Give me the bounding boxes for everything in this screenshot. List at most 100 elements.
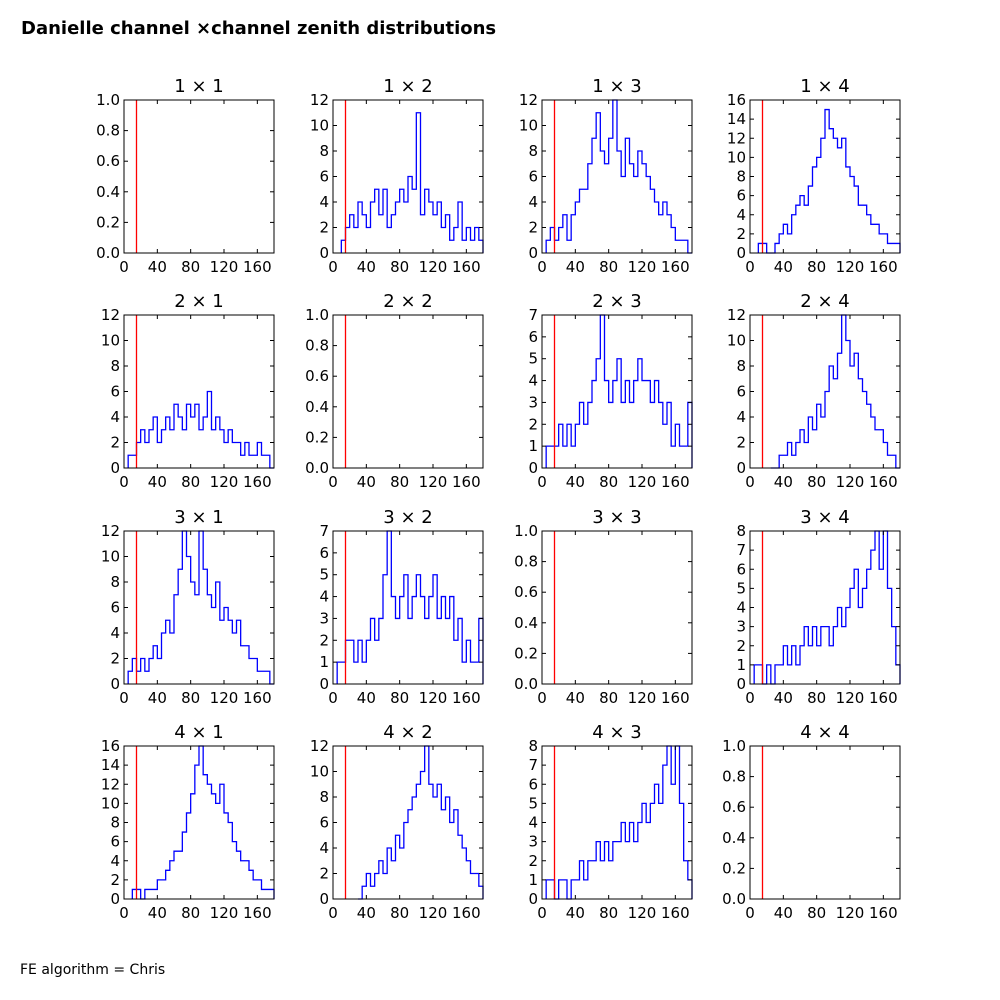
- histogram-bin: [241, 646, 245, 684]
- y-tick-label: 6: [736, 383, 746, 401]
- x-tick-label: 80: [599, 689, 618, 707]
- histogram-bin: [846, 167, 850, 253]
- histogram-series: [770, 314, 900, 469]
- y-tick-label: 1: [736, 656, 746, 674]
- y-tick-label: 0: [736, 244, 746, 262]
- subplot-title: 2 × 1: [174, 291, 223, 312]
- histogram-bin: [838, 148, 842, 253]
- x-tick-label: 80: [599, 473, 618, 491]
- y-tick-label: 5: [528, 350, 538, 368]
- histogram-bin: [203, 775, 207, 899]
- x-tick-label: 80: [599, 904, 618, 922]
- x-tick-label: 160: [452, 258, 481, 276]
- y-tick-label: 0: [736, 675, 746, 693]
- y-tick-label: 1.0: [514, 522, 538, 540]
- x-tick-label: 160: [452, 689, 481, 707]
- histogram-bin: [454, 640, 458, 684]
- histogram-bin: [671, 784, 675, 899]
- y-tick-label: 3: [736, 618, 746, 636]
- y-tick-label: 0: [528, 459, 538, 477]
- x-tick-label: 0: [119, 258, 129, 276]
- axes-frame: [541, 745, 693, 900]
- histogram-bin: [850, 366, 854, 468]
- histogram-bin: [779, 665, 783, 684]
- subplot-7: 2 × 3 0 40 80 120 160 0 1 2 3 4 5 6 7: [528, 291, 693, 491]
- footer-note: FE algorithm = Chris: [20, 962, 166, 978]
- axes-frame: [749, 745, 901, 900]
- x-tick-label: 120: [419, 904, 448, 922]
- histogram-bin: [788, 234, 792, 253]
- histogram-bin: [788, 665, 792, 684]
- y-tick-label: 12: [310, 737, 329, 755]
- histogram-bin: [220, 620, 224, 684]
- x-tick-label: 0: [119, 473, 129, 491]
- y-tick-label: 6: [110, 833, 120, 851]
- axes-frame: [123, 745, 275, 900]
- y-tick-label: 12: [101, 306, 120, 324]
- y-tick-label: 3: [528, 393, 538, 411]
- x-tick-label: 120: [210, 689, 239, 707]
- x-tick-label: 120: [628, 473, 657, 491]
- x-tick-label: 80: [390, 904, 409, 922]
- y-tick-label: 10: [727, 332, 746, 350]
- subplot-title: 2 × 4: [800, 291, 849, 312]
- histogram-bin: [829, 129, 833, 253]
- y-tick-label: 6: [736, 560, 746, 578]
- x-tick-label: 40: [774, 258, 793, 276]
- y-tick-label: 2: [110, 871, 120, 889]
- histogram-bin: [362, 662, 366, 684]
- subplot-9: 3 × 1 0 40 80 120 160 0 2 4 6 8 10 12: [101, 507, 275, 707]
- histogram-series: [753, 530, 901, 685]
- histogram-bin: [567, 240, 571, 253]
- y-tick-label: 2: [528, 415, 538, 433]
- x-tick-label: 160: [243, 473, 272, 491]
- y-tick-label: 1.0: [96, 91, 120, 109]
- histogram-bin: [680, 446, 684, 468]
- histogram-bin: [471, 662, 475, 684]
- y-tick-label: 8: [736, 522, 746, 540]
- y-tick-label: 4: [528, 372, 538, 390]
- y-tick-label: 4: [319, 588, 329, 606]
- histogram-bin: [145, 671, 149, 684]
- x-tick-label: 120: [836, 258, 865, 276]
- histogram-bin: [262, 671, 266, 684]
- subplot-1: 1 × 1 0 40 80 120 160 0.0 0.2 0.4 0.6 0.8 1.0: [96, 76, 275, 276]
- histogram-bin: [241, 455, 245, 468]
- histogram-bin: [813, 430, 817, 468]
- histogram-bin: [421, 772, 425, 900]
- subplot-title: 2 × 2: [383, 291, 432, 312]
- histogram-bin: [829, 646, 833, 684]
- y-tick-label: 8: [736, 168, 746, 186]
- x-tick-label: 80: [181, 689, 200, 707]
- subplot-title: 4 × 3: [592, 722, 641, 743]
- histogram-bin: [249, 659, 253, 685]
- y-tick-label: 0: [319, 675, 329, 693]
- y-tick-label: 14: [101, 756, 120, 774]
- x-tick-label: 120: [836, 473, 865, 491]
- x-tick-label: 40: [774, 689, 793, 707]
- x-tick-label: 0: [537, 904, 547, 922]
- histogram-bin: [224, 443, 228, 469]
- y-tick-label: 12: [519, 91, 538, 109]
- y-tick-label: 10: [101, 548, 120, 566]
- subplot-14: 4 × 2 0 40 80 120 160 0 2 4 6 8 10 12: [310, 722, 484, 922]
- histogram-bin: [888, 455, 892, 468]
- histogram-bin: [241, 861, 245, 899]
- y-tick-label: 10: [101, 332, 120, 350]
- y-tick-label: 4: [110, 852, 120, 870]
- histogram-bin: [684, 446, 688, 468]
- y-tick-label: 0: [110, 675, 120, 693]
- y-tick-label: 0.2: [722, 859, 746, 877]
- x-tick-label: 120: [836, 904, 865, 922]
- histogram-bin: [178, 851, 182, 899]
- y-tick-label: 0.0: [96, 244, 120, 262]
- x-tick-label: 40: [148, 258, 167, 276]
- y-tick-label: 0.4: [722, 829, 746, 847]
- histogram-bin: [879, 569, 883, 684]
- y-tick-label: 1.0: [722, 737, 746, 755]
- y-tick-label: 4: [319, 839, 329, 857]
- y-tick-label: 1: [528, 437, 538, 455]
- histogram-bin: [145, 443, 149, 469]
